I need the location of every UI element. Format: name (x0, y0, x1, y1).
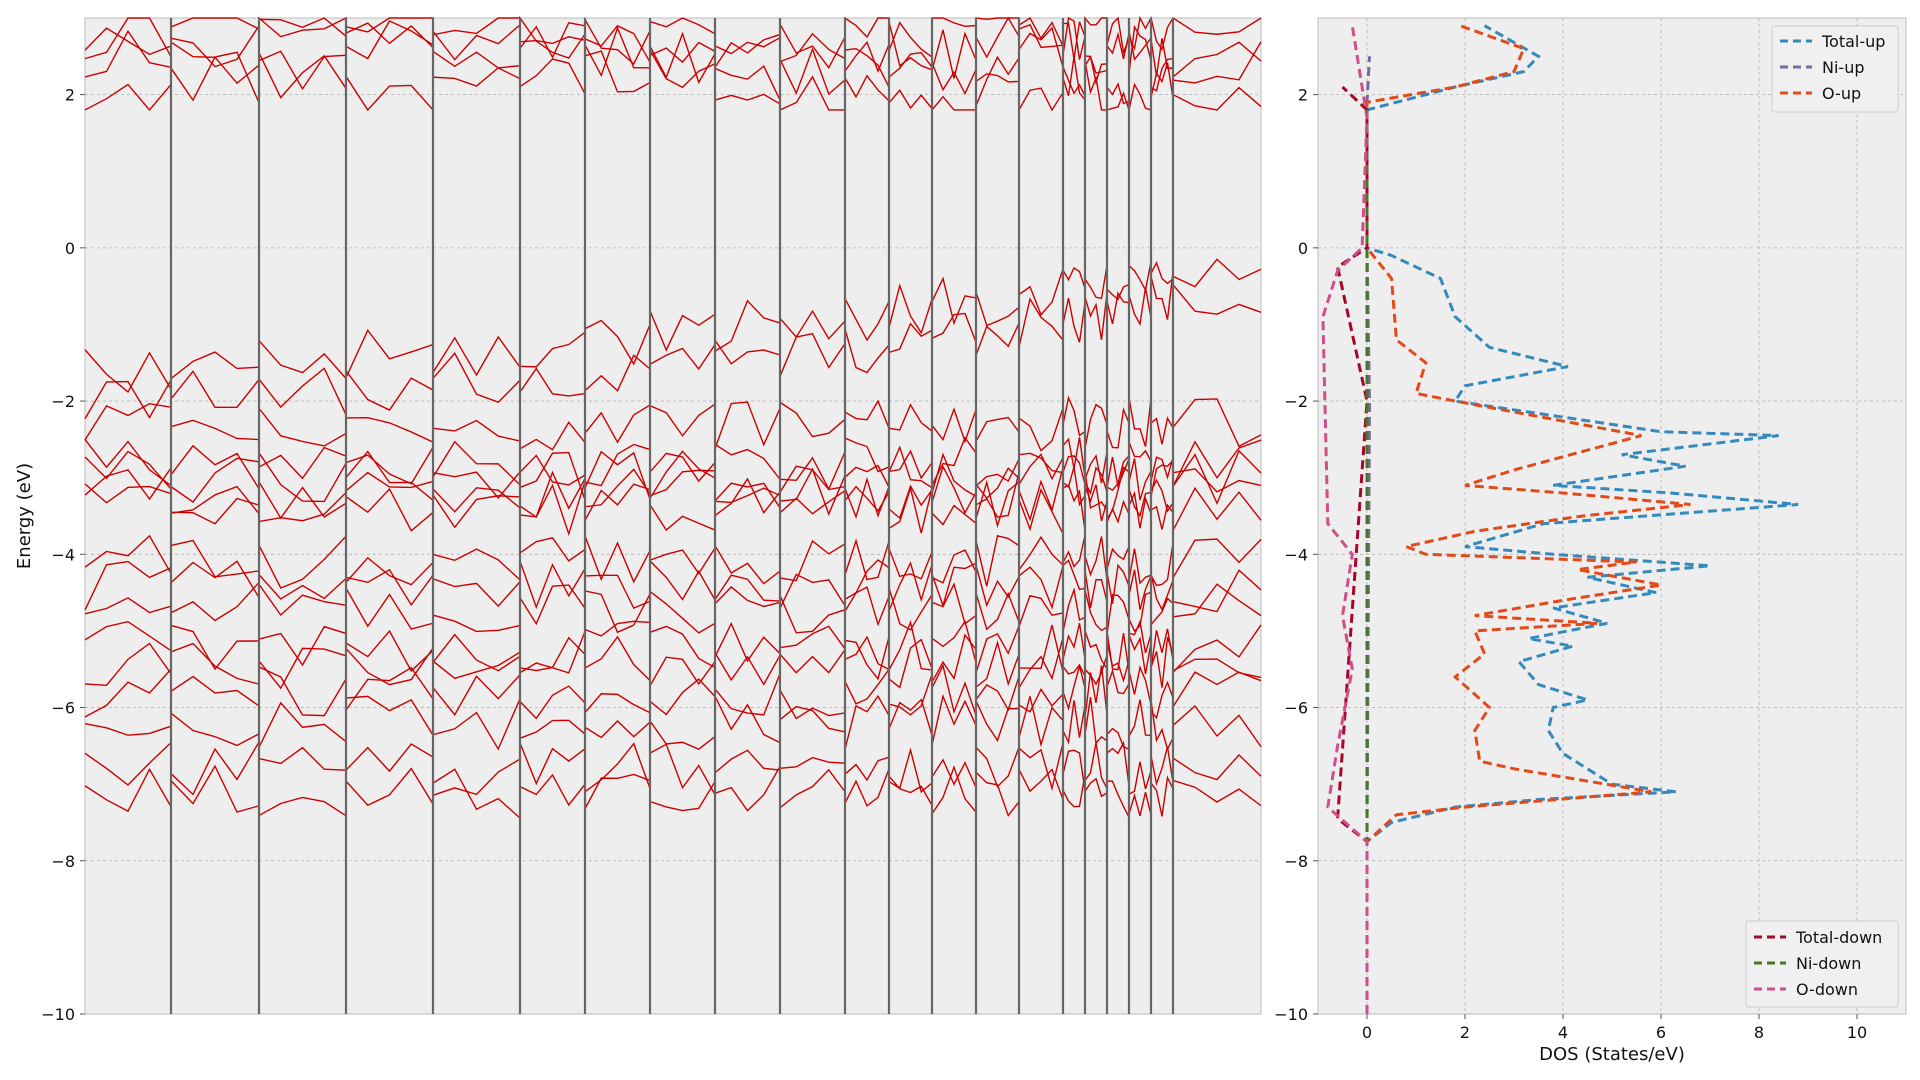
dos-x-tick-label: 6 (1656, 1023, 1666, 1042)
band-y-tick-label: 2 (65, 86, 75, 105)
dos-y-ticks: −10 −8 −6 −4 −2 0 2 (1274, 86, 1318, 1024)
band-line (84, 763, 1262, 820)
band-y-tick-label: −10 (41, 1005, 75, 1024)
band-line (84, 534, 1262, 589)
band-line (84, 464, 1262, 522)
dos-y-tick-label: 2 (1298, 86, 1308, 105)
dos-series-total-up (1365, 24, 1799, 1014)
legend-upper: Total-up Ni-up O-up (1771, 25, 1899, 113)
dos-x-ticks: 0 2 4 6 8 10 (1362, 1014, 1867, 1042)
legend-label-total-down: Total-down (1795, 928, 1882, 947)
band-line (84, 395, 1262, 452)
legend-lower: Total-down Ni-down O-down (1745, 920, 1899, 1008)
dos-y-tick-label: −10 (1274, 1005, 1308, 1024)
legend-label-ni-down: Ni-down (1796, 954, 1861, 973)
dos-x-tick-label: 4 (1558, 1023, 1568, 1042)
band-line (84, 559, 1262, 613)
legend-label-ni-up: Ni-up (1822, 58, 1864, 77)
band-gridlines (85, 94, 1261, 1015)
dos-y-tick-label: −4 (1284, 545, 1308, 564)
legend-label-o-down: O-down (1796, 980, 1858, 999)
band-y-axis-label: Energy (eV) (14, 463, 35, 569)
band-y-tick-label: −6 (51, 699, 75, 718)
dos-y-tick-label: −8 (1284, 852, 1308, 871)
dos-x-tick-label: 8 (1754, 1023, 1764, 1042)
dos-y-tick-label: −2 (1284, 392, 1308, 411)
legend-label-total-up: Total-up (1821, 32, 1885, 51)
band-lines (84, 15, 1262, 820)
band-y-tick-label: −8 (51, 852, 75, 871)
dos-series-o-up (1365, 24, 1691, 1014)
dos-series-o-down (1321, 25, 1369, 1014)
dos-gridlines (1318, 18, 1906, 1015)
dos-panel: −10 −8 −6 −4 −2 0 2 0 2 4 6 8 10 DOS (States/eV) To… (1274, 17, 1907, 1065)
dos-x-tick-label: 0 (1362, 1023, 1372, 1042)
dos-x-tick-label: 2 (1460, 1023, 1470, 1042)
legend-lower-box (1745, 920, 1899, 1008)
band-line (84, 16, 1262, 111)
band-plot-background (84, 17, 1262, 1015)
band-line (84, 271, 1262, 420)
legend-label-o-up: O-up (1822, 84, 1861, 103)
band-y-ticks: −10 −8 −6 −4 −2 0 2 (41, 86, 85, 1024)
dos-y-tick-label: 0 (1298, 239, 1308, 258)
band-line (84, 663, 1262, 720)
dos-x-axis-label: DOS (States/eV) (1539, 1044, 1685, 1065)
band-line (84, 47, 1262, 113)
band-line (84, 449, 1262, 505)
band-line (84, 580, 1262, 635)
band-line (84, 739, 1262, 798)
band-y-tick-label: 0 (65, 239, 75, 258)
band-line (84, 479, 1262, 537)
band-y-tick-label: −4 (51, 545, 75, 564)
band-structure-panel: −10 −8 −6 −4 −2 0 2 Energy (eV) (14, 15, 1262, 1024)
band-y-tick-label: −2 (51, 392, 75, 411)
band-line (84, 619, 1262, 675)
band-line (84, 436, 1262, 492)
band-line (84, 15, 1262, 102)
band-line (84, 258, 1262, 394)
band-line (84, 693, 1262, 752)
legend-upper-box (1771, 25, 1899, 113)
dos-x-tick-label: 10 (1847, 1023, 1867, 1042)
kpath-boundaries (169, 18, 1175, 1014)
band-line (84, 633, 1262, 691)
dos-y-tick-label: −6 (1284, 699, 1308, 718)
dos-plot-background (1317, 17, 1907, 1015)
dos-series-lines (1321, 24, 1799, 1014)
